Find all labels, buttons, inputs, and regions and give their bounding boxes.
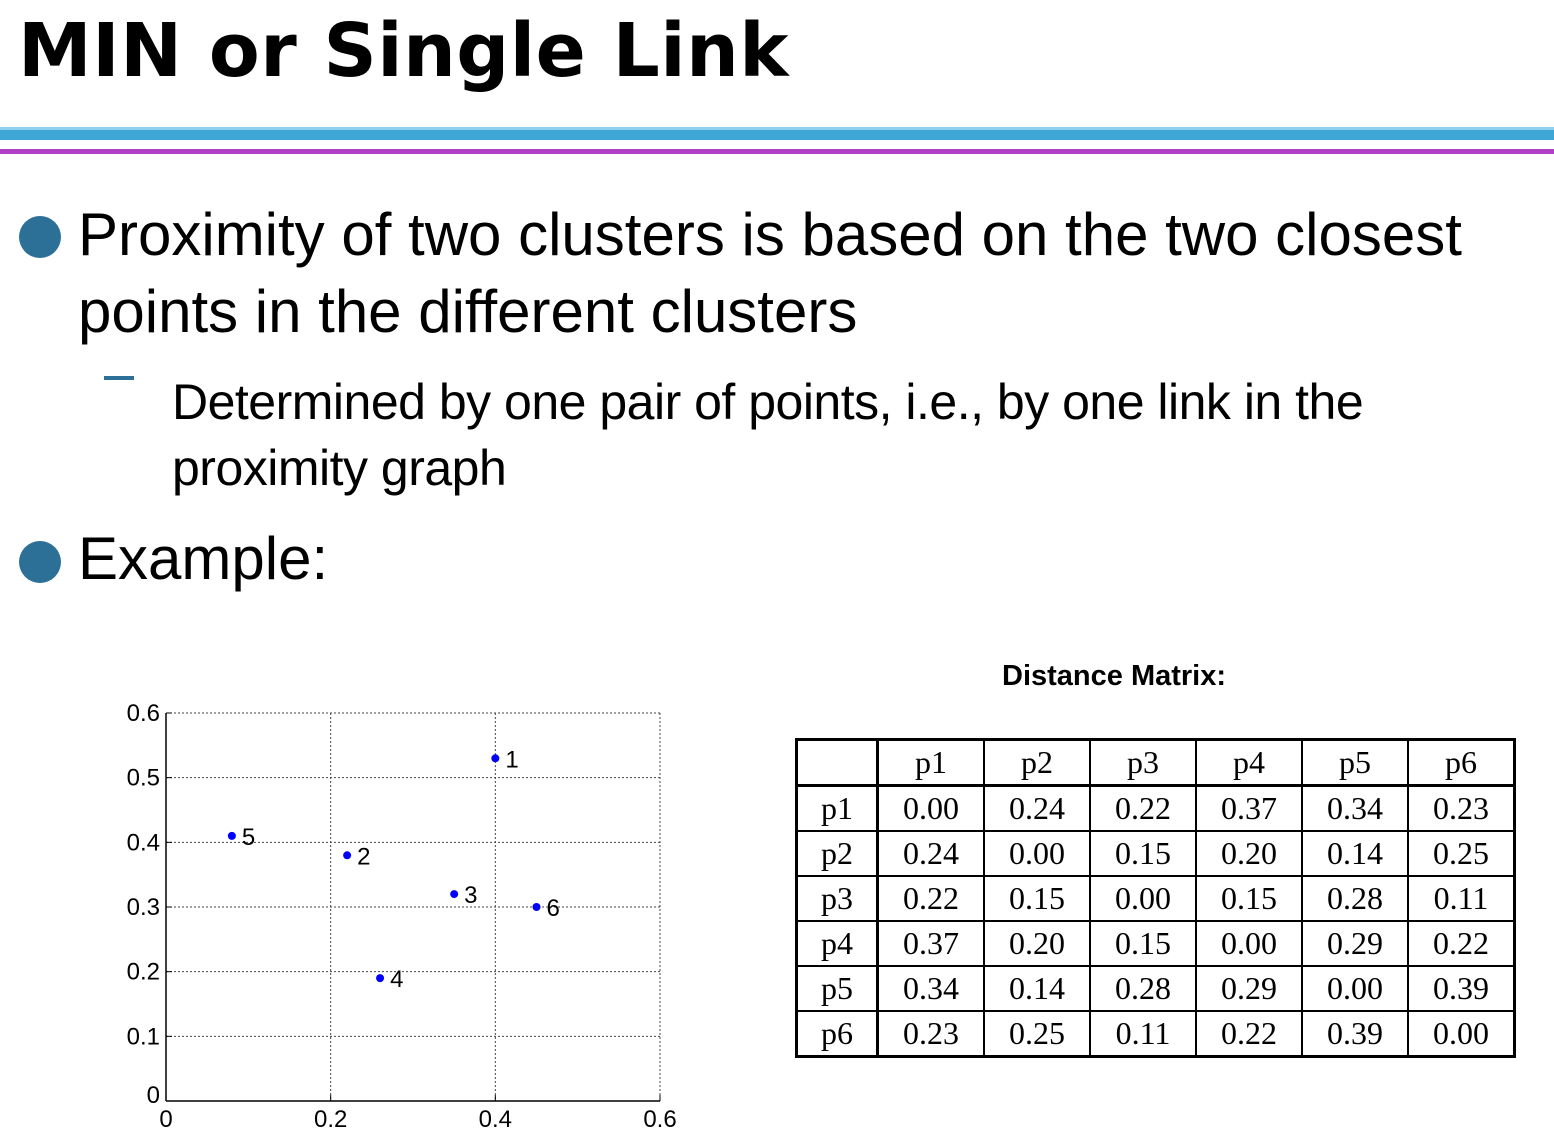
matrix-cell: 0.11 bbox=[1407, 875, 1516, 922]
matrix-row: p5 0.34 0.14 0.28 0.29 0.00 0.39 bbox=[795, 965, 1516, 1012]
header-rule-purple bbox=[0, 149, 1554, 154]
matrix-cell: 0.34 bbox=[1301, 784, 1409, 832]
matrix-cell: 0.22 bbox=[1195, 1010, 1303, 1058]
matrix-cell: 0.22 bbox=[876, 875, 985, 922]
data-point-label: 6 bbox=[547, 895, 560, 922]
matrix-cell: 0.14 bbox=[1301, 830, 1409, 877]
matrix-cell: 0.20 bbox=[1195, 830, 1303, 877]
data-point bbox=[450, 890, 459, 899]
matrix-cell: 0.37 bbox=[876, 920, 985, 967]
bullet-text-proximity: Proximity of two clusters is based on th… bbox=[78, 201, 1462, 345]
matrix-cell: 0.14 bbox=[983, 965, 1091, 1012]
bullet-text-example: Example: bbox=[78, 525, 329, 592]
matrix-cell: 0.15 bbox=[1195, 875, 1303, 922]
matrix-row-header: p3 bbox=[795, 875, 879, 922]
matrix-cell: 0.28 bbox=[1301, 875, 1409, 922]
data-point-label: 2 bbox=[357, 843, 370, 870]
matrix-cell: 0.15 bbox=[1089, 920, 1197, 967]
matrix-row-header: p5 bbox=[795, 965, 879, 1012]
data-point-label: 1 bbox=[505, 746, 518, 773]
matrix-cell: 0.15 bbox=[983, 875, 1091, 922]
matrix-cell: 0.37 bbox=[1195, 784, 1303, 832]
matrix-cell: 0.28 bbox=[1089, 965, 1197, 1012]
matrix-cell: 0.00 bbox=[1301, 965, 1409, 1012]
matrix-row: p4 0.37 0.20 0.15 0.00 0.29 0.22 bbox=[795, 920, 1516, 967]
matrix-cell: 0.39 bbox=[1407, 965, 1516, 1012]
data-point bbox=[343, 851, 352, 860]
slide-title: MIN or Single Link bbox=[18, 8, 790, 94]
matrix-cell: 0.22 bbox=[1407, 920, 1516, 967]
data-point-label: 3 bbox=[464, 882, 477, 909]
bullet-dot-1 bbox=[19, 216, 61, 258]
data-point bbox=[532, 903, 541, 911]
matrix-col-header: p1 bbox=[876, 738, 985, 787]
matrix-cell: 0.34 bbox=[876, 965, 985, 1012]
matrix-cell: 0.39 bbox=[1301, 1010, 1409, 1058]
matrix-cell: 0.29 bbox=[1301, 920, 1409, 967]
matrix-cell: 0.23 bbox=[876, 1010, 985, 1058]
matrix-cell: 0.25 bbox=[1407, 830, 1516, 877]
matrix-col-header: p5 bbox=[1301, 738, 1409, 787]
y-tick-label: 0.2 bbox=[127, 959, 160, 986]
y-tick-label: 0 bbox=[147, 1082, 160, 1109]
x-tick-label: 0.2 bbox=[314, 1106, 347, 1133]
header-rule-highlight bbox=[0, 127, 1554, 130]
matrix-row: p2 0.24 0.00 0.15 0.20 0.14 0.25 bbox=[795, 830, 1516, 877]
data-point bbox=[227, 831, 236, 840]
sub-bullet-dash bbox=[104, 376, 134, 380]
matrix-cell: 0.23 bbox=[1407, 784, 1516, 832]
x-tick-label: 0.6 bbox=[643, 1106, 676, 1133]
matrix-cell: 0.25 bbox=[983, 1010, 1091, 1058]
matrix-row: p3 0.22 0.15 0.00 0.15 0.28 0.11 bbox=[795, 875, 1516, 922]
x-tick-label: 0 bbox=[159, 1106, 172, 1133]
matrix-cell: 0.24 bbox=[983, 784, 1091, 832]
matrix-cell: 0.22 bbox=[1089, 784, 1197, 832]
matrix-cell: 0.00 bbox=[1407, 1010, 1516, 1058]
matrix-col-header: p3 bbox=[1089, 738, 1197, 787]
distance-matrix-table: p1 p2 p3 p4 p5 p6 p1 0.00 0.24 0.22 0.37… bbox=[795, 738, 1516, 1058]
scatter-plot: 0 0.2 0.4 0.6 0 0.1 0.2 0.3 0.4 0.5 0.6 1 2 3 4 5 6 bbox=[127, 700, 677, 1133]
matrix-header-row: p1 p2 p3 p4 p5 p6 bbox=[795, 738, 1516, 787]
matrix-corner-cell bbox=[795, 738, 879, 787]
matrix-row-header: p4 bbox=[795, 920, 879, 967]
matrix-row-header: p6 bbox=[795, 1010, 879, 1058]
y-tick-label: 0.3 bbox=[127, 894, 160, 921]
matrix-cell: 0.24 bbox=[876, 830, 985, 877]
sub-bullet-text: Determined by one pair of points, i.e., … bbox=[172, 374, 1364, 496]
header-rule-blue bbox=[0, 127, 1554, 140]
y-tick-label: 0.5 bbox=[127, 765, 160, 792]
data-point-label: 4 bbox=[390, 966, 403, 993]
matrix-cell: 0.15 bbox=[1089, 830, 1197, 877]
matrix-cell: 0.00 bbox=[876, 784, 985, 832]
matrix-row-header: p2 bbox=[795, 830, 879, 877]
matrix-cell: 0.29 bbox=[1195, 965, 1303, 1012]
matrix-cell: 0.00 bbox=[983, 830, 1091, 877]
y-tick-label: 0.1 bbox=[127, 1023, 160, 1050]
y-tick-label: 0.6 bbox=[127, 700, 160, 727]
data-point-label: 5 bbox=[242, 824, 255, 851]
data-point bbox=[491, 754, 500, 763]
distance-matrix-title: Distance Matrix: bbox=[1002, 660, 1227, 692]
bullet-dot-2 bbox=[19, 541, 61, 583]
matrix-col-header: p4 bbox=[1195, 738, 1303, 787]
matrix-col-header: p2 bbox=[983, 738, 1091, 787]
matrix-cell: 0.20 bbox=[983, 920, 1091, 967]
matrix-row: p6 0.23 0.25 0.11 0.22 0.39 0.00 bbox=[795, 1010, 1516, 1058]
x-tick-label: 0.4 bbox=[479, 1106, 512, 1133]
data-point bbox=[376, 974, 385, 983]
matrix-cell: 0.11 bbox=[1089, 1010, 1197, 1058]
y-tick-label: 0.4 bbox=[127, 829, 160, 856]
matrix-cell: 0.00 bbox=[1195, 920, 1303, 967]
matrix-cell: 0.00 bbox=[1089, 875, 1197, 922]
matrix-col-header: p6 bbox=[1407, 738, 1516, 787]
matrix-row: p1 0.00 0.24 0.22 0.37 0.34 0.23 bbox=[795, 784, 1516, 832]
matrix-row-header: p1 bbox=[795, 784, 879, 832]
